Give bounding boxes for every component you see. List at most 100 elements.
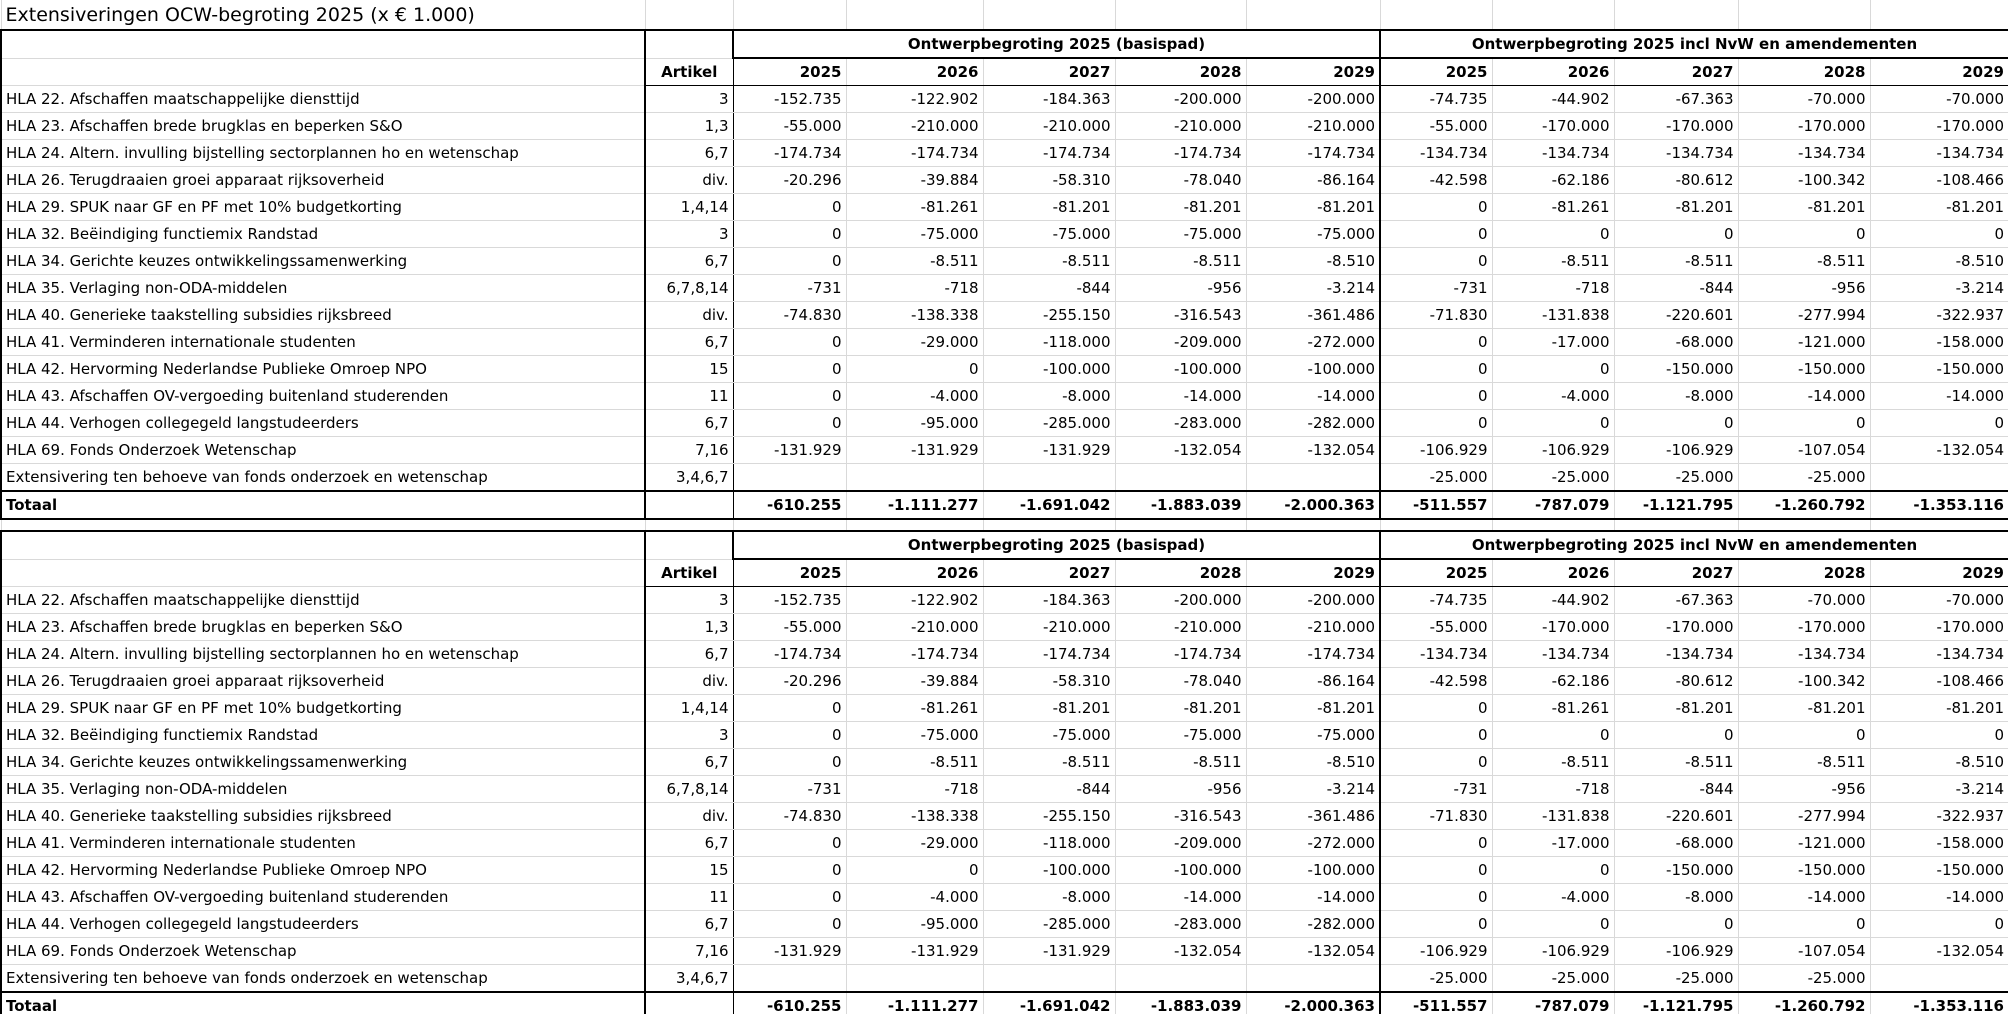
- value-cell: -107.054: [1737, 436, 1871, 464]
- value-cell: -25.000: [1737, 463, 1871, 492]
- value-cell: 0: [1379, 856, 1493, 884]
- artikel-cell: 7,16: [644, 436, 734, 464]
- value-cell: -100.000: [1114, 856, 1247, 884]
- value-cell: -150.000: [1869, 355, 2008, 383]
- row-label: HLA 44. Verhogen collegegeld langstudeer…: [0, 409, 646, 437]
- artikel-cell: 6,7: [644, 748, 734, 776]
- empty-cell: [1613, 0, 1739, 31]
- value-cell: -8.511: [1114, 247, 1247, 275]
- value-cell: -150.000: [1613, 355, 1739, 383]
- value-cell: 0: [1379, 694, 1493, 722]
- artikel-cell: 15: [644, 856, 734, 884]
- value-cell: 0: [1379, 883, 1493, 911]
- value-cell: -170.000: [1491, 112, 1615, 140]
- empty-cell: [1869, 518, 2008, 532]
- value-cell: 0: [1737, 409, 1871, 437]
- data-row: HLA 42. Hervorming Nederlandse Publieke …: [0, 355, 2008, 383]
- value-cell: -14.000: [1737, 883, 1871, 911]
- total-cell: -1.691.042: [982, 991, 1116, 1014]
- value-cell: -8.511: [1613, 247, 1739, 275]
- value-cell: -272.000: [1245, 328, 1381, 356]
- artikel-cell: 3: [644, 85, 734, 113]
- value-cell: -316.543: [1114, 802, 1247, 830]
- column-header: 2027: [982, 57, 1116, 86]
- artikel-cell: 3,4,6,7: [644, 964, 734, 993]
- value-cell: -25.000: [1737, 964, 1871, 993]
- value-cell: 0: [1379, 247, 1493, 275]
- value-cell: -134.734: [1379, 139, 1493, 167]
- value-cell: 0: [1737, 220, 1871, 248]
- value-cell: -55.000: [1379, 112, 1493, 140]
- total-cell: -511.557: [1379, 991, 1493, 1014]
- column-header: 2025: [1379, 57, 1493, 86]
- value-cell: 0: [1737, 721, 1871, 749]
- value-cell: -132.054: [1245, 937, 1381, 965]
- value-cell: -361.486: [1245, 301, 1381, 329]
- value-cell: -75.000: [982, 220, 1116, 248]
- value-cell: -8.510: [1245, 247, 1381, 275]
- value-cell: -55.000: [732, 112, 847, 140]
- column-header: 2027: [982, 558, 1116, 587]
- value-cell: -174.734: [845, 139, 984, 167]
- data-row: HLA 69. Fonds Onderzoek Wetenschap 7,16 -1…: [0, 436, 2008, 464]
- total-cell: -511.557: [1379, 490, 1493, 520]
- total-cell: -1.111.277: [845, 490, 984, 520]
- column-header: 2026: [1491, 57, 1615, 86]
- value-cell: 0: [1379, 328, 1493, 356]
- value-cell: -25.000: [1613, 463, 1739, 492]
- artikel-cell: 6,7,8,14: [644, 274, 734, 302]
- value-cell: -8.511: [1491, 748, 1615, 776]
- column-header: 2029: [1245, 558, 1381, 587]
- row-label: HLA 41. Verminderen internationale stude…: [0, 829, 646, 857]
- value-cell: -67.363: [1613, 586, 1739, 614]
- value-cell: -132.054: [1245, 436, 1381, 464]
- value-cell: -106.929: [1491, 436, 1615, 464]
- value-cell: -8.511: [1613, 748, 1739, 776]
- value-cell: -14.000: [1869, 382, 2008, 410]
- column-header: 2027: [1613, 558, 1739, 587]
- group-header: Ontwerpbegroting 2025 (basispad): [732, 29, 1381, 59]
- value-cell: -210.000: [845, 112, 984, 140]
- value-cell: -220.601: [1613, 301, 1739, 329]
- value-cell: -200.000: [1245, 85, 1381, 113]
- value-cell: -8.511: [1114, 748, 1247, 776]
- empty-cell: [644, 29, 734, 59]
- empty-cell: [0, 558, 646, 587]
- total-cell: [644, 490, 734, 520]
- value-cell: 0: [1613, 910, 1739, 938]
- value-cell: -209.000: [1114, 829, 1247, 857]
- value-cell: [982, 964, 1116, 993]
- value-cell: -55.000: [1379, 613, 1493, 641]
- value-cell: -70.000: [1737, 586, 1871, 614]
- value-cell: -283.000: [1114, 409, 1247, 437]
- row-label: HLA 29. SPUK naar GF en PF met 10% budge…: [0, 193, 646, 221]
- data-row: HLA 24. Altern. invulling bijstelling se…: [0, 640, 2008, 668]
- value-cell: -718: [1491, 775, 1615, 803]
- row-label: HLA 22. Afschaffen maatschappelijke dien…: [0, 586, 646, 614]
- value-cell: -42.598: [1379, 166, 1493, 194]
- value-cell: -956: [1737, 775, 1871, 803]
- row-label: HLA 29. SPUK naar GF en PF met 10% budge…: [0, 694, 646, 722]
- value-cell: -67.363: [1613, 85, 1739, 113]
- empty-cell: [1737, 518, 1871, 532]
- value-cell: -81.201: [1737, 694, 1871, 722]
- value-cell: -25.000: [1491, 964, 1615, 993]
- data-row: HLA 29. SPUK naar GF en PF met 10% budge…: [0, 694, 2008, 722]
- value-cell: -731: [732, 775, 847, 803]
- value-cell: -118.000: [982, 829, 1116, 857]
- value-cell: -718: [845, 775, 984, 803]
- empty-cell: [845, 518, 984, 532]
- artikel-cell: 15: [644, 355, 734, 383]
- value-cell: -121.000: [1737, 328, 1871, 356]
- value-cell: -184.363: [982, 85, 1116, 113]
- value-cell: 0: [1379, 748, 1493, 776]
- value-cell: -134.734: [1613, 139, 1739, 167]
- empty-cell: [0, 530, 646, 560]
- artikel-cell: 6,7: [644, 409, 734, 437]
- value-cell: -70.000: [1737, 85, 1871, 113]
- empty-cell: [0, 518, 646, 532]
- value-cell: -131.838: [1491, 802, 1615, 830]
- data-row: HLA 23. Afschaffen brede brugklas en bep…: [0, 613, 2008, 641]
- empty-cell: [1379, 0, 1493, 31]
- column-header: 2025: [1379, 558, 1493, 587]
